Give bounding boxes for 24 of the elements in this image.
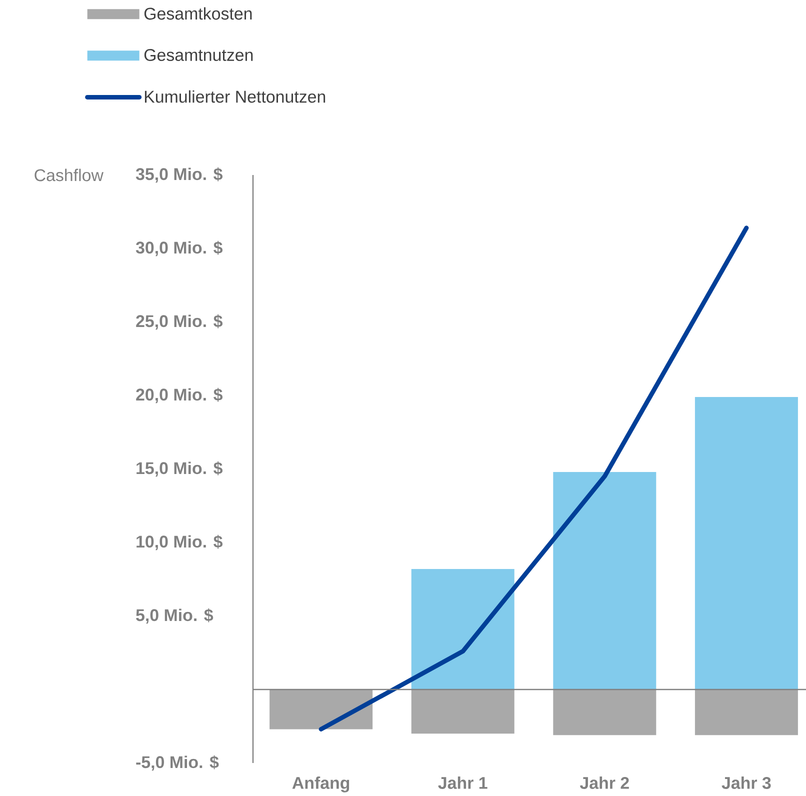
x-tick-label: Jahr 3 — [722, 776, 771, 789]
x-tick-label: Anfang — [292, 776, 350, 792]
x-tick-label: Jahr 1 — [438, 776, 488, 789]
y-tick-label: 20,0 Mio. $ — [136, 388, 223, 404]
legend-label: Gesamtkosten — [144, 7, 252, 20]
y-tick-label: 30,0 Mio. $ — [136, 240, 223, 256]
bar — [694, 690, 798, 736]
line-series — [318, 226, 749, 732]
y-axis-title: Cashflow — [34, 168, 104, 182]
y-tick-label: 35,0 Mio. $ — [136, 167, 223, 183]
legend-label: Kumulierter Nettonutzen — [144, 90, 326, 103]
bar — [270, 690, 373, 730]
y-tick-label: 25,0 Mio. $ — [136, 314, 223, 330]
y-tick-label: 15,0 Mio. $ — [136, 461, 223, 477]
y-tick-label: 10,0 Mio. $ — [136, 534, 223, 550]
bar — [411, 690, 514, 734]
y-tick-label: 5,0 Mio. $ — [136, 608, 214, 624]
bar — [553, 472, 656, 690]
bar — [411, 568, 514, 690]
legend-label: Gesamtnutzen — [144, 49, 253, 61]
bar — [553, 690, 656, 736]
y-tick-label: -5,0 Mio. $ — [136, 755, 219, 771]
x-tick-label: Jahr 2 — [580, 776, 629, 789]
bar — [694, 396, 798, 690]
